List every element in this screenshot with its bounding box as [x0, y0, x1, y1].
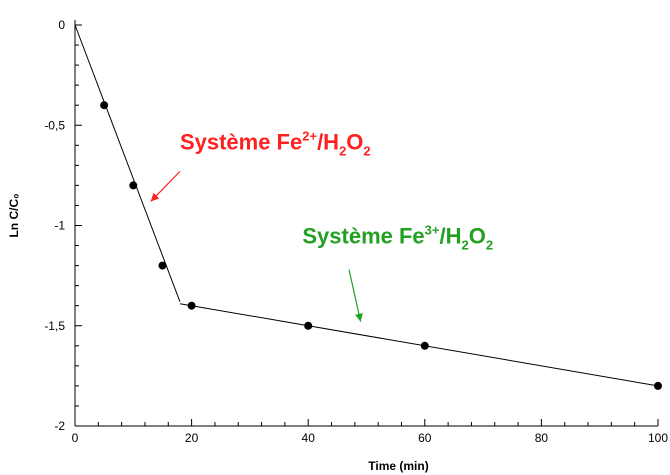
x-tick-label: 20: [185, 431, 199, 445]
annotation-label: Système Fe3+/H2O2: [302, 223, 493, 253]
data-point: [304, 321, 313, 330]
tick-marks: [74, 24, 659, 427]
axes: [74, 20, 658, 427]
fit-line: [74, 24, 181, 302]
annotation-text-part: Système Fe: [302, 224, 424, 249]
data-point: [129, 181, 138, 190]
tick-labels: 0 20 40 60 80 100 0 -0,5 -1 -1,5 -2: [44, 18, 668, 445]
annotation-text-part: 2+: [302, 128, 317, 143]
x-tick-label: 0: [72, 431, 79, 445]
annotation-text-part: 2: [461, 238, 468, 253]
x-tick-label: 40: [302, 431, 316, 445]
x-tick-label: 60: [418, 431, 432, 445]
data-point: [654, 381, 662, 390]
annotation-text-part: O: [346, 129, 363, 154]
y-tick-label: -0,5: [44, 118, 65, 132]
data-point: [420, 341, 429, 350]
data-point: [187, 301, 196, 310]
fit-lines: [74, 24, 659, 387]
x-axis-title: Time (min): [368, 459, 428, 473]
annotation-text-part: /H: [317, 129, 339, 154]
data-point: [158, 261, 167, 270]
annotation-text-part: 2: [486, 238, 493, 253]
annotation-text-part: 2: [339, 143, 346, 158]
annotation-text-part: /H: [439, 224, 461, 249]
y-tick-label: -1,5: [44, 319, 65, 333]
fit-line: [179, 303, 659, 387]
data-markers: [100, 101, 662, 390]
annotation-arrow: [150, 170, 181, 202]
annotation-label: Système Fe2+/H2O2: [180, 128, 371, 158]
x-tick-label: 100: [648, 431, 668, 445]
annotation-text-part: 3+: [425, 223, 440, 238]
y-tick-label: -2: [54, 419, 65, 433]
annotation-text-part: Système Fe: [180, 129, 302, 154]
y-tick-label: 0: [58, 18, 65, 32]
annotation-arrow: [348, 269, 363, 322]
data-point: [100, 101, 109, 110]
y-axis-title: Ln C/C₀: [7, 193, 21, 237]
x-tick-label: 80: [535, 431, 549, 445]
y-tick-label: -1: [54, 219, 65, 233]
annotation-text-part: 2: [363, 143, 370, 158]
annotation-text-part: O: [469, 224, 486, 249]
